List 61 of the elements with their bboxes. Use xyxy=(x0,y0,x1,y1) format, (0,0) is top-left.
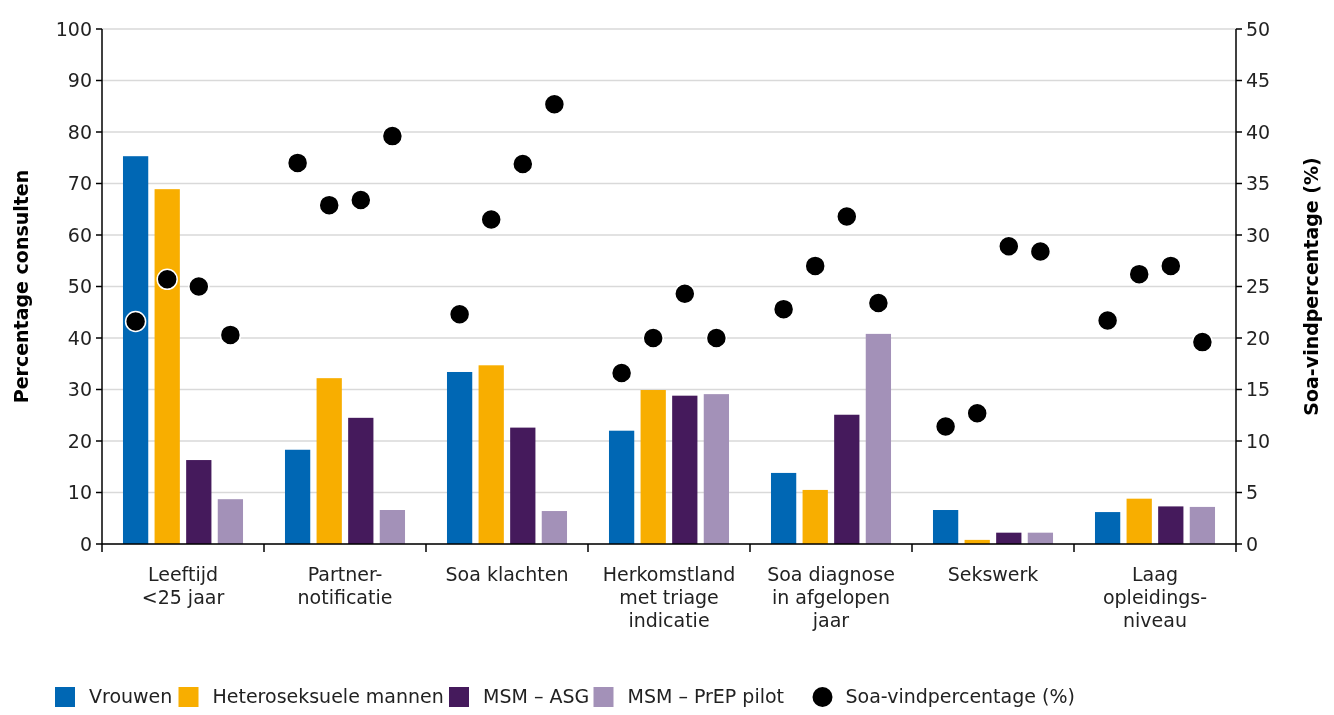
x-tick-label: Soa diagnose in afgelopen jaar xyxy=(767,563,895,631)
legend-label: Vrouwen xyxy=(89,685,173,707)
bar xyxy=(703,394,730,544)
y-tick-label: 90 xyxy=(67,69,92,92)
bar xyxy=(802,489,828,544)
bar xyxy=(865,333,892,544)
y2-tick-label: 25 xyxy=(1246,275,1271,298)
y-tick-label: 80 xyxy=(67,120,92,143)
bar xyxy=(1126,498,1152,544)
bar xyxy=(541,511,568,544)
y-tick-label: 30 xyxy=(67,378,92,401)
y2-tick-label: 20 xyxy=(1246,326,1271,349)
bar xyxy=(932,510,959,544)
bar xyxy=(379,510,406,544)
y-tick-label: 100 xyxy=(55,17,92,40)
y-axis-title: Percentage consulten xyxy=(10,169,32,404)
bar xyxy=(446,371,473,544)
bar xyxy=(608,430,635,544)
bar xyxy=(316,378,342,544)
x-tick-label: Soa klachten xyxy=(445,563,569,585)
x-tick-label: Laag opleidings- niveau xyxy=(1102,563,1208,631)
bar xyxy=(122,156,149,544)
y2-tick-label: 0 xyxy=(1246,532,1259,555)
bar xyxy=(186,460,212,544)
bar xyxy=(770,472,797,544)
bar xyxy=(348,417,374,544)
y-tick-label: 0 xyxy=(79,532,92,555)
y2-tick-label: 40 xyxy=(1246,120,1271,143)
x-tick-label: Herkomstland met triage indicatie xyxy=(602,563,736,631)
y-tick-label: 60 xyxy=(67,223,92,246)
y2-tick-label: 15 xyxy=(1246,378,1271,401)
legend-label: Soa-vindpercentage (%) xyxy=(845,685,1075,707)
legend-label: MSM – PrEP pilot xyxy=(627,685,785,707)
bar xyxy=(640,390,666,544)
bar xyxy=(154,189,180,544)
legend-label: MSM – ASG xyxy=(483,685,590,707)
y2-tick-label: 35 xyxy=(1246,172,1271,195)
x-tick-label: Sekswerk xyxy=(947,563,1039,585)
bar xyxy=(834,414,860,544)
bar xyxy=(478,365,504,544)
y2-tick-label: 30 xyxy=(1246,223,1271,246)
y2-tick-label: 50 xyxy=(1246,17,1271,40)
y-tick-label: 10 xyxy=(67,481,92,504)
bar xyxy=(1158,506,1184,544)
bar xyxy=(672,395,698,544)
bar xyxy=(284,449,311,544)
y2-axis-title: Soa-vindpercentage (%) xyxy=(1300,157,1322,416)
y-tick-label: 70 xyxy=(67,172,92,195)
y-tick-label: 20 xyxy=(67,429,92,452)
y-tick-label: 50 xyxy=(67,275,92,298)
y2-tick-label: 5 xyxy=(1246,481,1259,504)
y-tick-label: 40 xyxy=(67,326,92,349)
bar xyxy=(217,499,244,544)
bar xyxy=(1189,506,1216,544)
x-tick-label: Leeftijd <25 jaar xyxy=(141,563,225,608)
legend-label: Heteroseksuele mannen xyxy=(212,685,444,707)
x-tick-label: Partner- notificatie xyxy=(297,563,393,608)
y2-tick-label: 10 xyxy=(1246,429,1271,452)
bar xyxy=(510,427,536,544)
bar xyxy=(1094,512,1121,544)
y2-tick-label: 45 xyxy=(1246,69,1271,92)
